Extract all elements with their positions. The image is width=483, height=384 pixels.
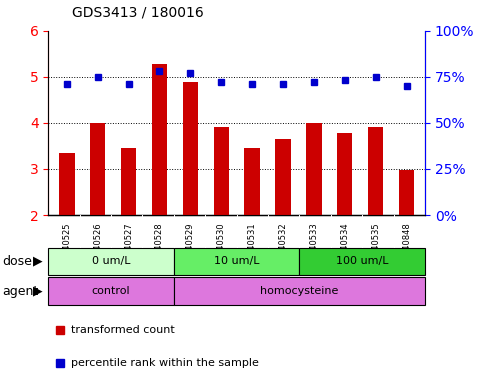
Bar: [399, 170, 414, 215]
Text: ▶: ▶: [33, 285, 43, 298]
Text: 100 um/L: 100 um/L: [336, 256, 388, 266]
Bar: [275, 139, 291, 215]
Text: control: control: [92, 286, 130, 296]
Bar: [183, 82, 198, 215]
Text: homocysteine: homocysteine: [260, 286, 339, 296]
Bar: [48, 277, 174, 305]
Bar: [90, 123, 105, 215]
Text: percentile rank within the sample: percentile rank within the sample: [71, 358, 259, 368]
Bar: [152, 64, 167, 215]
Bar: [213, 127, 229, 215]
Bar: [306, 123, 322, 215]
Text: GDS3413 / 180016: GDS3413 / 180016: [72, 5, 204, 19]
Bar: [174, 277, 425, 305]
Bar: [299, 248, 425, 275]
Bar: [337, 134, 353, 215]
Text: 10 um/L: 10 um/L: [214, 256, 259, 266]
Bar: [244, 148, 260, 215]
Text: 0 um/L: 0 um/L: [92, 256, 130, 266]
Bar: [59, 153, 74, 215]
Bar: [121, 148, 136, 215]
Text: transformed count: transformed count: [71, 325, 175, 335]
Bar: [48, 248, 174, 275]
Bar: [174, 248, 299, 275]
Bar: [368, 127, 384, 215]
Text: ▶: ▶: [33, 255, 43, 268]
Text: agent: agent: [2, 285, 39, 298]
Text: dose: dose: [2, 255, 32, 268]
